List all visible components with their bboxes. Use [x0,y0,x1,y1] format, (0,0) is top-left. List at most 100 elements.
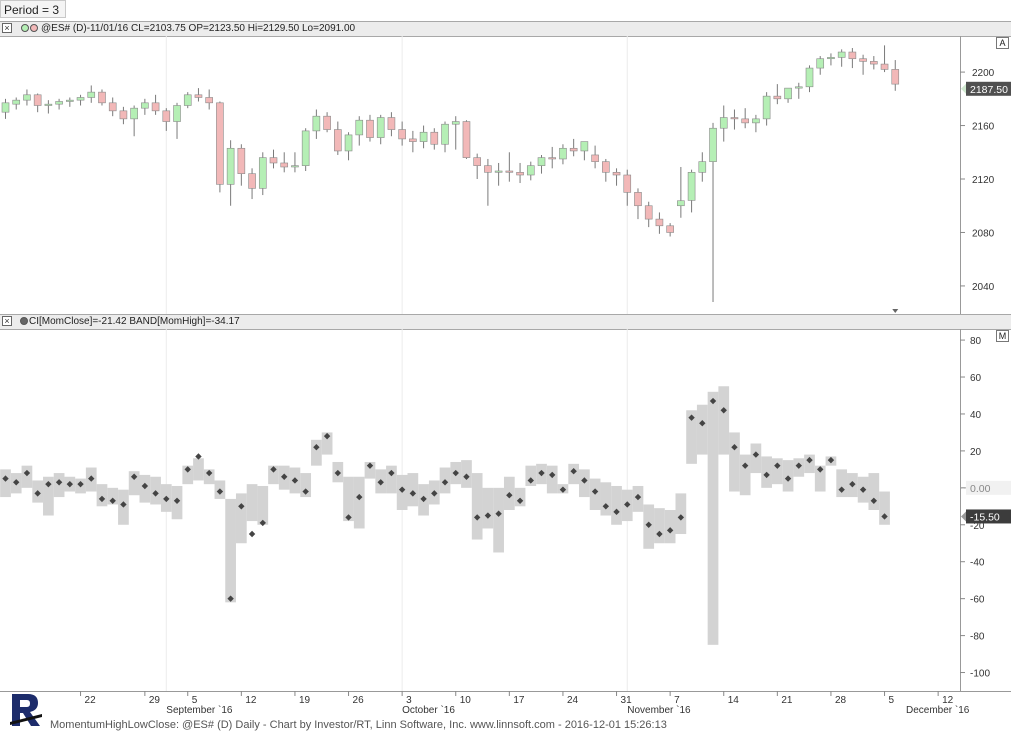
candle-body [301,130,310,166]
candle-body [741,118,749,124]
month-label: September `16 [166,704,233,716]
momentum-pane-close-icon[interactable]: × [2,316,12,326]
momentum-dot [570,468,577,475]
momentum-chart[interactable]: -100 -80 -60 -40 -20 20 40 60 80 0.00 -15.50 [0,329,1011,691]
momentum-dot [281,473,288,480]
candle-body [130,107,138,120]
candle-body [23,94,31,101]
band-bar [611,485,622,525]
candle-body [216,102,224,185]
momentum-dot [645,521,652,528]
momentum-dot [205,469,213,477]
band-bar [600,482,612,516]
momentum-pane-corner-button[interactable]: M [996,330,1009,342]
momentum-dot [130,473,138,480]
last-price-marker [961,82,967,95]
candle-body [237,147,246,174]
band-bar [471,473,483,540]
date-axis: 22 29 5 12 19 26 3 10 17 24 31 7 14 21 28 5 12 September … [0,691,1011,716]
candle-body [794,86,803,89]
momentum-dot [55,479,63,486]
investor-rt-logo [10,694,42,726]
candle-body [398,129,406,140]
date-tick-label: 10 [460,695,472,706]
candle-body [827,57,835,60]
momentum-dot [549,471,556,479]
price-chart[interactable]: 2040 2080 2120 2160 2200 2187.50 [0,36,1011,314]
date-tick-label: 12 [245,695,257,706]
band-bar [525,465,537,486]
period-label[interactable]: Period = 3 [0,0,66,18]
momentum-dot [141,482,149,490]
candle-body [334,129,342,152]
last-value-label: -15.50 [970,511,1000,523]
band-bar [364,461,376,479]
band-bar [729,432,740,492]
band-bar [546,465,558,494]
momentum-dot [356,493,363,501]
price-pane-corner-button[interactable]: A [996,37,1009,49]
momentum-dot [366,462,374,469]
band-bar [664,510,676,544]
up-color-icon [21,24,29,32]
candle-body [655,218,664,227]
date-tick-label: 22 [85,695,97,706]
candle-body [677,200,685,207]
momentum-dot [709,397,717,405]
momentum-tick-label: 80 [970,336,982,347]
momentum-dot [752,451,760,458]
candle-body [451,121,460,125]
momentum-dot [859,486,867,493]
band-bar [0,469,11,498]
band-bar [482,487,494,529]
momentum-pane-header: × CI[MomClose]=-21.42 BAND[MomHigh]=-34.… [0,314,1011,330]
band-bar [21,465,33,488]
candle-body [730,117,739,120]
month-label: November `16 [627,704,691,716]
candle-body [784,87,792,100]
momentum-dot-icon [20,317,28,325]
candle-body [409,138,417,142]
candle-body [484,165,492,173]
momentum-dot [334,469,342,477]
candle-body [366,119,374,138]
month-label: October `16 [402,704,455,716]
date-tick-label: 12 [942,695,954,706]
band-bar [321,432,333,455]
candle-body [623,174,632,193]
band-bar [868,473,880,510]
price-tick-label: 2080 [972,228,995,239]
candle-body [387,117,396,130]
price-pane-close-icon[interactable]: × [2,23,12,33]
candle-body [173,105,181,122]
date-tick-label: 28 [835,695,847,706]
momentum-dot [88,475,95,482]
band-bar [246,484,258,522]
price-pane-title: @ES# (D)-11/01/16 CL=2103.75 OP=2123.50 … [41,23,356,34]
momentum-dot [795,462,802,469]
momentum-dot [827,456,835,464]
momentum-tick-label: -100 [970,669,990,680]
momentum-dot [431,490,438,497]
candle-body [580,141,589,152]
candle-body [591,154,599,162]
band-bar [750,443,762,474]
candle-body [258,157,267,189]
band-bar [235,493,247,544]
momentum-dot [23,469,31,477]
band-bar [514,487,526,507]
momentum-dot [699,419,706,427]
momentum-dot [506,492,513,499]
momentum-dot [173,497,181,504]
candle-body [194,94,203,98]
candle-body [55,101,63,105]
momentum-pane-title: CI[MomClose]=-21.42 BAND[MomHigh]=-34.17 [29,316,240,327]
momentum-dot [527,477,534,484]
momentum-dot [313,444,320,451]
momentum-dot [377,479,384,486]
down-color-icon [30,24,38,32]
candle-body [698,161,707,173]
candle-body [98,91,106,104]
band-bar [686,410,697,464]
zero-label-box [966,480,1011,495]
